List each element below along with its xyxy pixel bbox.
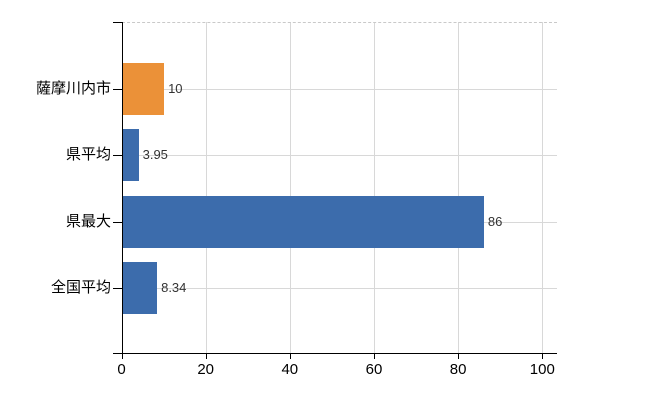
y-axis-top-tick-mark: [113, 22, 122, 23]
x-tick-label: 100: [529, 360, 555, 378]
y-axis-line: [121, 22, 123, 353]
x-tick-mark: [542, 352, 544, 359]
category-label: 県平均: [65, 146, 111, 164]
x-tick-label: 60: [365, 360, 383, 378]
x-tick-mark: [373, 352, 375, 359]
x-tick-label: 40: [281, 360, 299, 378]
x-tick-mark: [121, 352, 123, 359]
h-gridline: [121, 155, 557, 157]
bar: [122, 63, 165, 115]
y-tick-mark: [113, 89, 122, 90]
v-gridline: [373, 22, 375, 353]
y-tick-mark: [113, 155, 122, 157]
x-tick-label: 0: [117, 360, 126, 378]
plot-top-border: [121, 22, 557, 23]
bar: [122, 262, 158, 314]
x-tick-label: 80: [449, 360, 467, 378]
category-label: 薩摩川内市: [35, 80, 111, 97]
h-gridline: [121, 288, 557, 289]
category-label: 県最大: [65, 212, 111, 230]
category-label: 全国平均: [50, 279, 111, 296]
value-label: 3.95: [142, 147, 168, 163]
v-gridline: [458, 22, 460, 353]
value-label: 86: [487, 213, 503, 229]
h-gridline: [121, 89, 557, 90]
x-axis-line: [113, 352, 557, 354]
x-tick-label: 20: [197, 360, 214, 378]
bar: [122, 195, 484, 248]
y-tick-mark: [113, 221, 122, 223]
x-tick-mark: [289, 352, 291, 359]
x-tick-mark: [205, 352, 207, 359]
bar: [122, 129, 139, 182]
v-gridline: [289, 22, 291, 353]
v-gridline: [542, 22, 544, 353]
y-tick-mark: [113, 288, 122, 289]
x-tick-mark: [458, 352, 460, 359]
value-label: 8.34: [161, 280, 187, 295]
v-gridline: [205, 22, 207, 353]
value-label: 10: [168, 81, 183, 96]
